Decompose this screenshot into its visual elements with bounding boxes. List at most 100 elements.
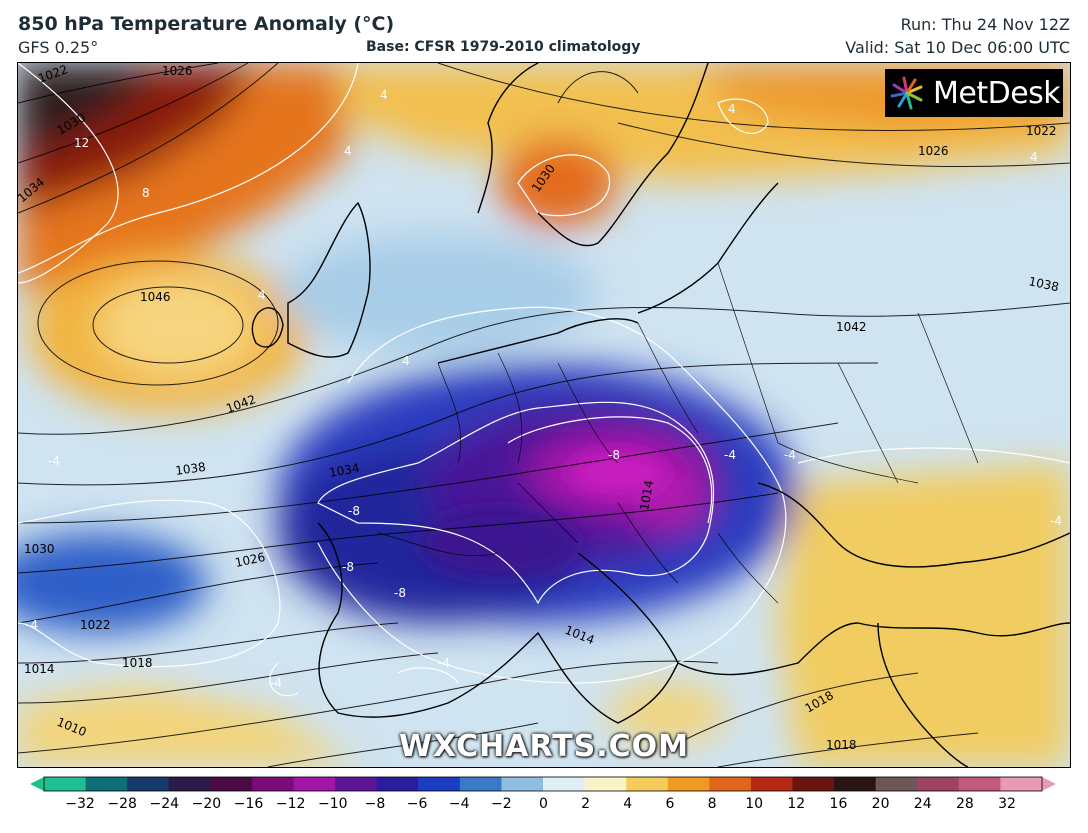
coastlines	[251, 63, 1070, 767]
anomaly-label: 4	[258, 288, 266, 302]
valid-time-label: Valid: Sat 10 Dec 06:00 UTC	[845, 38, 1070, 57]
isobar-label: 1042	[836, 320, 867, 334]
anomaly-label: -8	[394, 586, 406, 600]
anomaly-label: -4	[438, 656, 450, 670]
isobar-label: 1026	[162, 64, 193, 78]
colorbar-tick-label: 24	[913, 796, 932, 812]
colorbar-cell	[750, 777, 793, 791]
isobar-label: 1046	[140, 290, 171, 304]
anomaly-label: 4	[1030, 150, 1038, 164]
isobar-label: 1026	[234, 550, 267, 570]
colorbar-cell	[958, 777, 1001, 791]
anomaly-label: -4	[26, 618, 38, 632]
colorbar-cell	[709, 777, 752, 791]
colorbar-cell	[501, 777, 544, 791]
colorbar-cell	[875, 777, 918, 791]
colorbar-cell	[543, 777, 586, 791]
colorbar-tick-label: −6	[406, 796, 428, 812]
colorbar-cell	[376, 777, 419, 791]
anomaly-label: 4	[344, 144, 352, 158]
country-borders	[377, 262, 979, 604]
isobar-label: 1030	[24, 542, 55, 556]
colorbar-low-arrow	[30, 777, 44, 791]
colorbar-tick-label: −2	[491, 796, 512, 812]
isobar-label: 1034	[328, 461, 361, 480]
isobar-label: 1022	[80, 618, 111, 632]
isobar-label: 1022	[1026, 124, 1057, 138]
anomaly-labels: 12 8 4 4 4 4 -4 -4 -8 -8 -8 -8 -4 -4 -4 …	[26, 88, 1062, 690]
colorbar-cell	[1000, 777, 1043, 791]
weather-map[interactable]: 1022 1026 1030 1034 1046 1042 1038 1034 …	[17, 62, 1071, 768]
colorbar-cell	[917, 777, 960, 791]
colorbar-cell	[667, 777, 710, 791]
colorbar-cell	[418, 777, 461, 791]
metdesk-logo: MetDesk	[885, 69, 1063, 117]
colorbar-tick-label: 2	[581, 796, 591, 812]
anomaly-label: 4	[728, 102, 736, 116]
anomaly-contours	[18, 63, 1070, 697]
colorbar-tick-label: −16	[233, 796, 264, 812]
colorbar-high-arrow	[1042, 777, 1056, 791]
colorbar-cell	[127, 777, 170, 791]
colorbar-tick-label: −12	[275, 796, 306, 812]
colorbar-tick-label: 10	[745, 796, 764, 812]
anomaly-label: 8	[142, 186, 150, 200]
colorbar-tick-label: −10	[318, 796, 348, 812]
anomaly-label: -4	[48, 454, 60, 468]
model-label: GFS 0.25°	[18, 38, 99, 57]
colorbar-cell	[834, 777, 877, 791]
anomaly-label: -4	[724, 448, 736, 462]
metdesk-logo-text: MetDesk	[933, 75, 1061, 111]
anomaly-label: -8	[348, 504, 360, 518]
colorbar-tick-label: 0	[539, 796, 548, 812]
colorbar-cell	[251, 777, 294, 791]
colorbar-cell	[210, 777, 253, 791]
colorbar	[30, 776, 1056, 792]
colorbar-tick-label: 20	[871, 796, 890, 812]
colorbar-tick-label: −20	[191, 796, 222, 812]
anomaly-label: 12	[74, 136, 89, 150]
isobar-label: 1014	[24, 662, 55, 676]
anomaly-field: 1022 1026 1030 1034 1046 1042 1038 1034 …	[18, 63, 1070, 767]
isobar-lines	[18, 63, 1070, 767]
colorbar-cell	[293, 777, 336, 791]
colorbar-tick-label: −8	[364, 796, 386, 812]
colorbar-tick-label: −24	[149, 796, 180, 812]
anomaly-label: 4	[402, 354, 410, 368]
isobar-label: 1038	[1027, 274, 1060, 294]
climatology-base-label: Base: CFSR 1979-2010 climatology	[366, 39, 641, 55]
isobar-label: 1026	[918, 144, 949, 158]
colorbar-tick-label: 4	[623, 796, 633, 812]
colorbar-tick-label: 12	[787, 796, 806, 812]
isobar-label: 1038	[174, 460, 206, 478]
colorbar-tick-label: −28	[107, 796, 137, 812]
colorbar-cell	[626, 777, 669, 791]
metdesk-starburst-icon	[890, 76, 923, 110]
anomaly-label: -8	[342, 560, 354, 574]
colorbar-cell	[335, 777, 378, 791]
isobar-label: 1014	[637, 479, 656, 512]
anomaly-label: -4	[1050, 514, 1062, 528]
chart-title: 850 hPa Temperature Anomaly (°C)	[18, 13, 395, 35]
colorbar-cell	[85, 777, 128, 791]
colorbar-cell	[792, 777, 835, 791]
colorbar-cell	[44, 777, 87, 791]
colorbar-tick-label: 8	[707, 796, 717, 812]
wxcharts-watermark: WXCHARTS.COM	[398, 729, 690, 764]
isobar-label: 1018	[122, 656, 153, 670]
anomaly-label: 4	[380, 88, 388, 102]
anomaly-label: -8	[608, 448, 620, 462]
anomaly-label: -4	[270, 676, 282, 690]
colorbar-tick-label: −32	[65, 796, 95, 812]
colorbar-cell	[459, 777, 502, 791]
colorbar-tick-label: 32	[998, 796, 1016, 812]
colorbar-tick-label: 28	[955, 796, 974, 812]
colorbar-cell	[584, 777, 627, 791]
colorbar-tick-label: 6	[665, 796, 675, 812]
colorbar-ticks: −32 −28 −24 −20 −16 −12 −10 −8 −6 −4 −2 0 2 4 6 8 10 12 16…	[0, 796, 1088, 818]
colorbar-tick-label: −4	[448, 796, 470, 812]
anomaly-label: -4	[784, 448, 796, 462]
run-time-label: Run: Thu 24 Nov 12Z	[900, 15, 1070, 34]
isobar-label: 1018	[826, 738, 857, 752]
colorbar-tick-label: 16	[829, 796, 848, 812]
